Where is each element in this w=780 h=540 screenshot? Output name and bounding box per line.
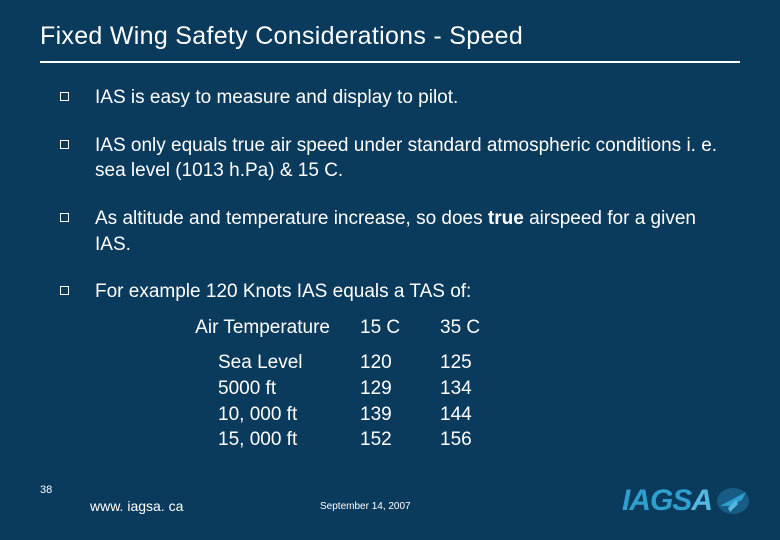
bullet-item: As altitude and temperature increase, so… xyxy=(60,206,730,257)
logo-part1: IAGS xyxy=(622,484,691,517)
table-cell: 125 xyxy=(440,350,520,376)
table-cell: 152 xyxy=(360,427,440,453)
footer-url: www. iagsa. ca xyxy=(90,498,183,514)
square-bullet-icon xyxy=(60,140,69,149)
bullet-text: As altitude and temperature increase, so… xyxy=(95,206,730,257)
content-area: IAS is easy to measure and display to pi… xyxy=(0,63,780,453)
footer: 38 www. iagsa. ca September 14, 2007 IAG… xyxy=(0,476,780,526)
table-cell: 156 xyxy=(440,427,520,453)
square-bullet-icon xyxy=(60,92,69,101)
table-row-label: 10, 000 ft xyxy=(170,402,360,428)
table-cell: 139 xyxy=(360,402,440,428)
square-bullet-icon xyxy=(60,286,69,295)
slide: Fixed Wing Safety Considerations - Speed… xyxy=(0,0,780,540)
bullet-item: IAS only equals true air speed under sta… xyxy=(60,133,730,184)
page-number: 38 xyxy=(40,484,52,496)
table-cell: 129 xyxy=(360,376,440,402)
table-cell: 120 xyxy=(360,350,440,376)
table-row: Sea Level 120 125 xyxy=(170,350,730,376)
logo-text: IAGSA xyxy=(622,484,712,518)
table-header-label: Air Temperature xyxy=(170,315,360,341)
table-cell: 144 xyxy=(440,402,520,428)
bullet-text: IAS only equals true air speed under sta… xyxy=(95,133,730,184)
table-row-label: Sea Level xyxy=(170,350,360,376)
iagsa-logo: IAGSA xyxy=(622,484,750,518)
table-row: 10, 000 ft 139 144 xyxy=(170,402,730,428)
table-row-label: 15, 000 ft xyxy=(170,427,360,453)
table-cell: 134 xyxy=(440,376,520,402)
bullet-item: IAS is easy to measure and display to pi… xyxy=(60,85,730,111)
footer-date: September 14, 2007 xyxy=(320,501,411,512)
table-header-col-a: 15 C xyxy=(360,315,440,341)
logo-part2: A xyxy=(691,484,712,517)
table-header-col-b: 35 C xyxy=(440,315,520,341)
table-header-row: Air Temperature 15 C 35 C xyxy=(170,315,730,341)
table-row-label: 5000 ft xyxy=(170,376,360,402)
bullet-text: For example 120 Knots IAS equals a TAS o… xyxy=(95,279,471,305)
table-row: 5000 ft 129 134 xyxy=(170,376,730,402)
slide-title: Fixed Wing Safety Considerations - Speed xyxy=(0,0,780,51)
bullet-text: IAS is easy to measure and display to pi… xyxy=(95,85,458,111)
plane-icon xyxy=(716,486,750,516)
tas-table: Air Temperature 15 C 35 C Sea Level 120 … xyxy=(170,315,730,453)
table-row: 15, 000 ft 152 156 xyxy=(170,427,730,453)
square-bullet-icon xyxy=(60,213,69,222)
bullet-item: For example 120 Knots IAS equals a TAS o… xyxy=(60,279,730,305)
